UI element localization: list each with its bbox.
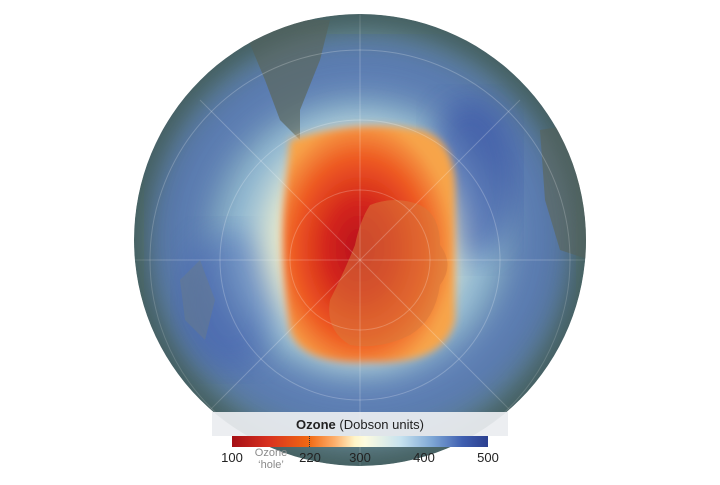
legend-color-scale	[232, 436, 488, 447]
high-ozone-ring	[150, 38, 570, 438]
tick-400: 400	[413, 450, 435, 465]
africa-landmass	[180, 260, 215, 340]
antarctica-landmass	[329, 200, 448, 347]
legend-title-bold: Ozone	[296, 417, 336, 432]
legend-title: Ozone (Dobson units)	[212, 412, 508, 436]
hole-label-line1: Ozone	[254, 447, 288, 459]
ozone-hole-label: Ozone ‘hole’	[255, 447, 287, 471]
hole-label-line2: ‘hole’	[258, 459, 284, 471]
hole-threshold-marker	[309, 436, 311, 447]
legend-title-units: (Dobson units)	[335, 417, 424, 432]
graticule	[134, 14, 586, 466]
ozone-legend: Ozone (Dobson units) Ozone ‘hole’ 100 22…	[212, 412, 508, 471]
tick-220: 220	[299, 450, 321, 465]
tick-500: 500	[477, 450, 499, 465]
tick-100: 100	[221, 450, 243, 465]
tick-300: 300	[349, 450, 371, 465]
